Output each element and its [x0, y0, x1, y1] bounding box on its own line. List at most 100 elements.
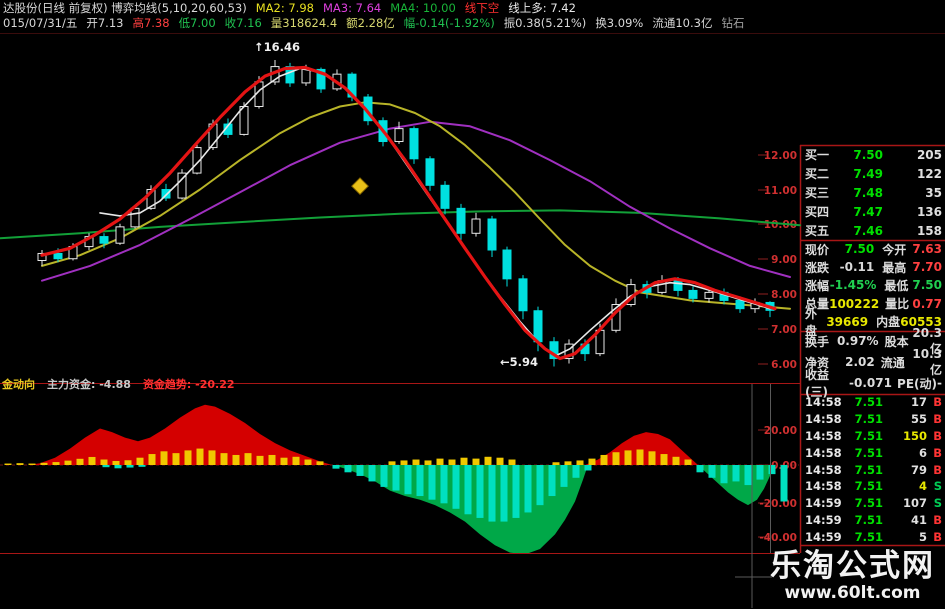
ohlc-segment-10: 流通10.3亿	[652, 16, 713, 30]
title-segment-4: 线下空	[464, 1, 500, 15]
tick-row-2[interactable]: 14:58 7.51 55 B	[801, 411, 945, 428]
bid-row-5[interactable]: 买五 7.46 158	[801, 221, 945, 240]
info-value: -0.11	[839, 260, 875, 275]
bid-label: 买二	[805, 167, 830, 181]
tick-volume: 79	[910, 462, 927, 477]
info-label: 最低	[884, 278, 909, 293]
bid-price: 7.49	[853, 166, 883, 181]
funds-header-segment-2: 资金趋势: -20.22	[142, 378, 235, 391]
tick-volume: 4	[918, 479, 927, 494]
bid-row-2[interactable]: 买二 7.49 122	[801, 164, 945, 183]
bid-price: 7.48	[853, 185, 883, 200]
fundamentals-section: 换手 0.97% 股本 20.3亿 净资 2.02 流通 10.3亿 收益(三) -0.071 PE…	[801, 326, 945, 400]
ohlc-segment-1: 开7.13	[86, 16, 124, 30]
watermark-title: 乐淘公式网	[770, 548, 935, 585]
indicator-axis-label: -40.00	[759, 532, 797, 544]
info-label: 涨幅	[805, 278, 830, 293]
tick-time: 14:59	[805, 529, 842, 544]
inflow-red-1	[28, 404, 332, 465]
info-value: 7.50	[844, 242, 875, 257]
title-segment-3: MA4: 10.00	[390, 1, 456, 15]
bid-volume: 158	[916, 223, 942, 238]
funds-header-segment-1: 主力资金: -4.88	[47, 378, 131, 391]
tick-side: S	[933, 496, 942, 511]
ohlc-segment-8: 振0.38(5.21%)	[503, 16, 587, 30]
tick-list-section[interactable]: 14:58 7.51 17 B 14:58 7.51 55 B 14:58 7.51 150 B 14:…	[801, 394, 945, 545]
ohlc-segment-6: 额2.28亿	[346, 16, 395, 30]
price-axis-label: 8.00	[771, 289, 797, 301]
info-label: 今开	[882, 242, 907, 257]
info-value: 39669	[826, 314, 869, 329]
tick-price: 7.51	[854, 395, 883, 410]
tick-time: 14:58	[805, 462, 842, 477]
outflow-green-2	[698, 465, 775, 506]
fundamental-row-3: 收益(三) -0.071 PE(动) -	[801, 368, 945, 399]
tick-time: 14:58	[805, 445, 842, 460]
tick-row-6[interactable]: 14:58 7.51 4 S	[801, 478, 945, 495]
top-bar-line2: 015/07/31/五 开7.13 高7.38 低7.00 收7.16 量318624.4…	[3, 16, 943, 31]
info-value: -1.45%	[829, 278, 877, 293]
info-label: 最高	[882, 260, 907, 275]
market-info-section: 现价 7.50 今开 7.63 涨跌 -0.11 最高 7.70 涨幅 -1.45% 最低 7.50 总…	[801, 240, 945, 338]
tick-volume: 6	[918, 445, 927, 460]
tick-price: 7.51	[854, 479, 883, 494]
info-value: 7.50	[912, 278, 942, 293]
bid-label: 买五	[805, 224, 830, 238]
indicator-axis-label: 20.00	[764, 425, 797, 437]
price-axis-label: 11.00	[764, 185, 797, 197]
info-value: 7.70	[912, 260, 942, 275]
bid-levels-section: 买一 7.50 205 买二 7.49 122 买三 7.48 35 买四 7.47 136 买五 7.4…	[801, 145, 945, 240]
tick-time: 14:58	[805, 412, 842, 427]
info-label: 总量	[805, 297, 830, 312]
tick-row-1[interactable]: 14:58 7.51 17 B	[801, 394, 945, 411]
market-info-row-4: 总量 100222 量比 0.77	[801, 295, 945, 313]
top-info-bar: 达股份(日线 前复权) 博弈均线(5,10,20,60,53) MA2: 7.98…	[3, 1, 943, 31]
tick-row-8[interactable]: 14:59 7.51 41 B	[801, 512, 945, 529]
market-info-row-3: 涨幅 -1.45% 最低 7.50	[801, 276, 945, 294]
bid-price: 7.50	[853, 147, 883, 162]
info-label: 涨跌	[805, 260, 830, 275]
bid-row-1[interactable]: 买一 7.50 205	[801, 145, 945, 164]
ma-red	[40, 65, 777, 361]
tick-volume: 41	[910, 512, 927, 527]
info-label: 现价	[805, 242, 830, 257]
info-label: 量比	[885, 297, 910, 312]
tick-side: B	[933, 395, 942, 410]
diamond-signal-icon	[351, 177, 369, 196]
bid-label: 买四	[805, 205, 830, 219]
fund-label: 收益(三)	[805, 368, 830, 400]
tick-price: 7.51	[854, 496, 883, 511]
tick-row-3[interactable]: 14:58 7.51 150 B	[801, 428, 945, 445]
bid-row-4[interactable]: 买四 7.47 136	[801, 202, 945, 221]
tick-row-5[interactable]: 14:58 7.51 79 B	[801, 461, 945, 478]
fundamental-row-2: 净资 2.02 流通 10.3亿	[801, 347, 945, 377]
tick-row-7[interactable]: 14:59 7.51 107 S	[801, 495, 945, 512]
tick-volume: 107	[902, 496, 927, 511]
ohlc-segment-3: 低7.00	[178, 16, 216, 30]
price-axis-label: 9.00	[771, 254, 797, 266]
tick-side: B	[933, 462, 942, 477]
tick-row-9[interactable]: 14:59 7.51 5 B	[801, 528, 945, 545]
tick-time: 14:59	[805, 496, 842, 511]
tick-price: 7.51	[854, 462, 883, 477]
market-info-row-1: 现价 7.50 今开 7.63	[801, 240, 945, 258]
funds-indicator-header: 金动向 主力资金: -4.88 资金趋势: -20.22	[2, 376, 235, 392]
tick-side: B	[933, 529, 942, 544]
price-annotation-0: ↑16.46	[254, 40, 300, 54]
tick-price: 7.51	[854, 529, 883, 544]
tick-time: 14:58	[805, 395, 842, 410]
tick-side: B	[933, 512, 942, 527]
market-info-row-5: 外盘 39669 内盘 60553	[801, 307, 945, 338]
ma-yellow	[41, 101, 791, 310]
watermark-url: www.60lt.com	[784, 583, 921, 603]
info-value: 60553	[900, 314, 942, 329]
info-value: 100222	[829, 296, 880, 311]
ma-green	[0, 209, 801, 240]
fund-label: PE(动)	[897, 376, 938, 391]
bid-volume: 205	[916, 147, 942, 162]
tick-row-4[interactable]: 14:58 7.51 6 B	[801, 444, 945, 461]
bid-row-3[interactable]: 买三 7.48 35	[801, 183, 945, 202]
bid-volume: 35	[925, 185, 942, 200]
